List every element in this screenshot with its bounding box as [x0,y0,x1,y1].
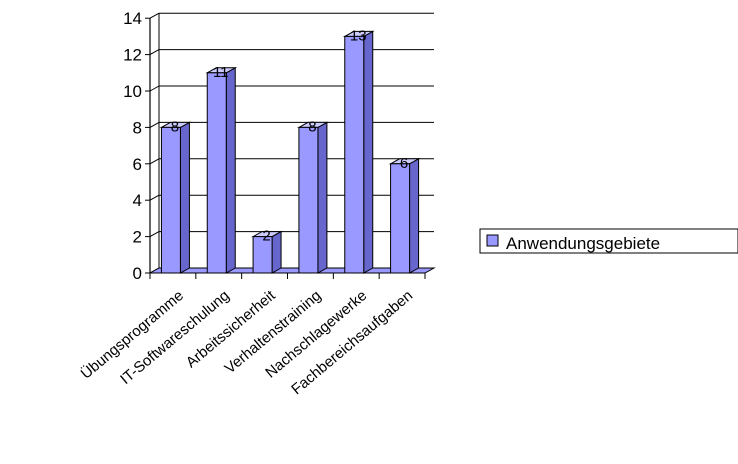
data-label: 8 [308,118,316,135]
x-tick-labels: ÜbungsprogrammeIT-SoftwareschulungArbeit… [77,286,416,398]
gridline-depth [149,158,160,165]
y-tick-label: 4 [133,191,142,210]
legend-swatch [486,234,499,247]
data-label: 2 [262,228,270,245]
gridline-depth [149,194,160,201]
y-tick-label: 12 [123,46,142,65]
bar [342,30,375,274]
bar-side [179,121,190,274]
gridline-depth [149,12,160,19]
bars [159,30,421,274]
y-tick-label: 10 [123,82,142,101]
bar-front [390,163,411,274]
bar [205,66,238,274]
bar-front [206,72,227,274]
legend-label: Anwendungsgebiete [506,234,660,253]
bar [251,230,284,274]
bar-side [317,121,328,274]
y-tick-labels: 0 2 4 6 8 10 12 14 [123,9,142,283]
bar-side [363,30,374,274]
y-tick-label: 14 [123,9,142,28]
grid [149,12,434,274]
legend: Anwendungsgebiete [479,228,738,254]
bar-front [344,35,365,274]
data-label: 8 [171,118,179,135]
y-tick-label: 8 [133,118,142,137]
data-labels: 8 11 2 8 13 6 [171,27,409,244]
bar-front [252,236,273,274]
gridline-depth [149,121,160,128]
data-label: 6 [400,155,408,172]
bar [388,157,421,274]
bar-front [298,126,319,274]
bar-front [160,126,181,274]
y-tick-label: 0 [133,264,142,283]
gridline-depth [149,85,160,92]
bar [296,121,329,274]
y-tick-label: 6 [133,155,142,174]
bar-side [409,157,420,274]
gridline-depth [149,231,160,238]
y-tick-label: 2 [133,228,142,247]
bar-side [271,230,282,274]
data-label: 13 [350,27,367,44]
data-label: 11 [213,64,229,81]
bar [159,121,192,274]
gridline-depth [149,49,160,56]
legend-box [479,228,738,254]
bar-side [225,66,236,274]
